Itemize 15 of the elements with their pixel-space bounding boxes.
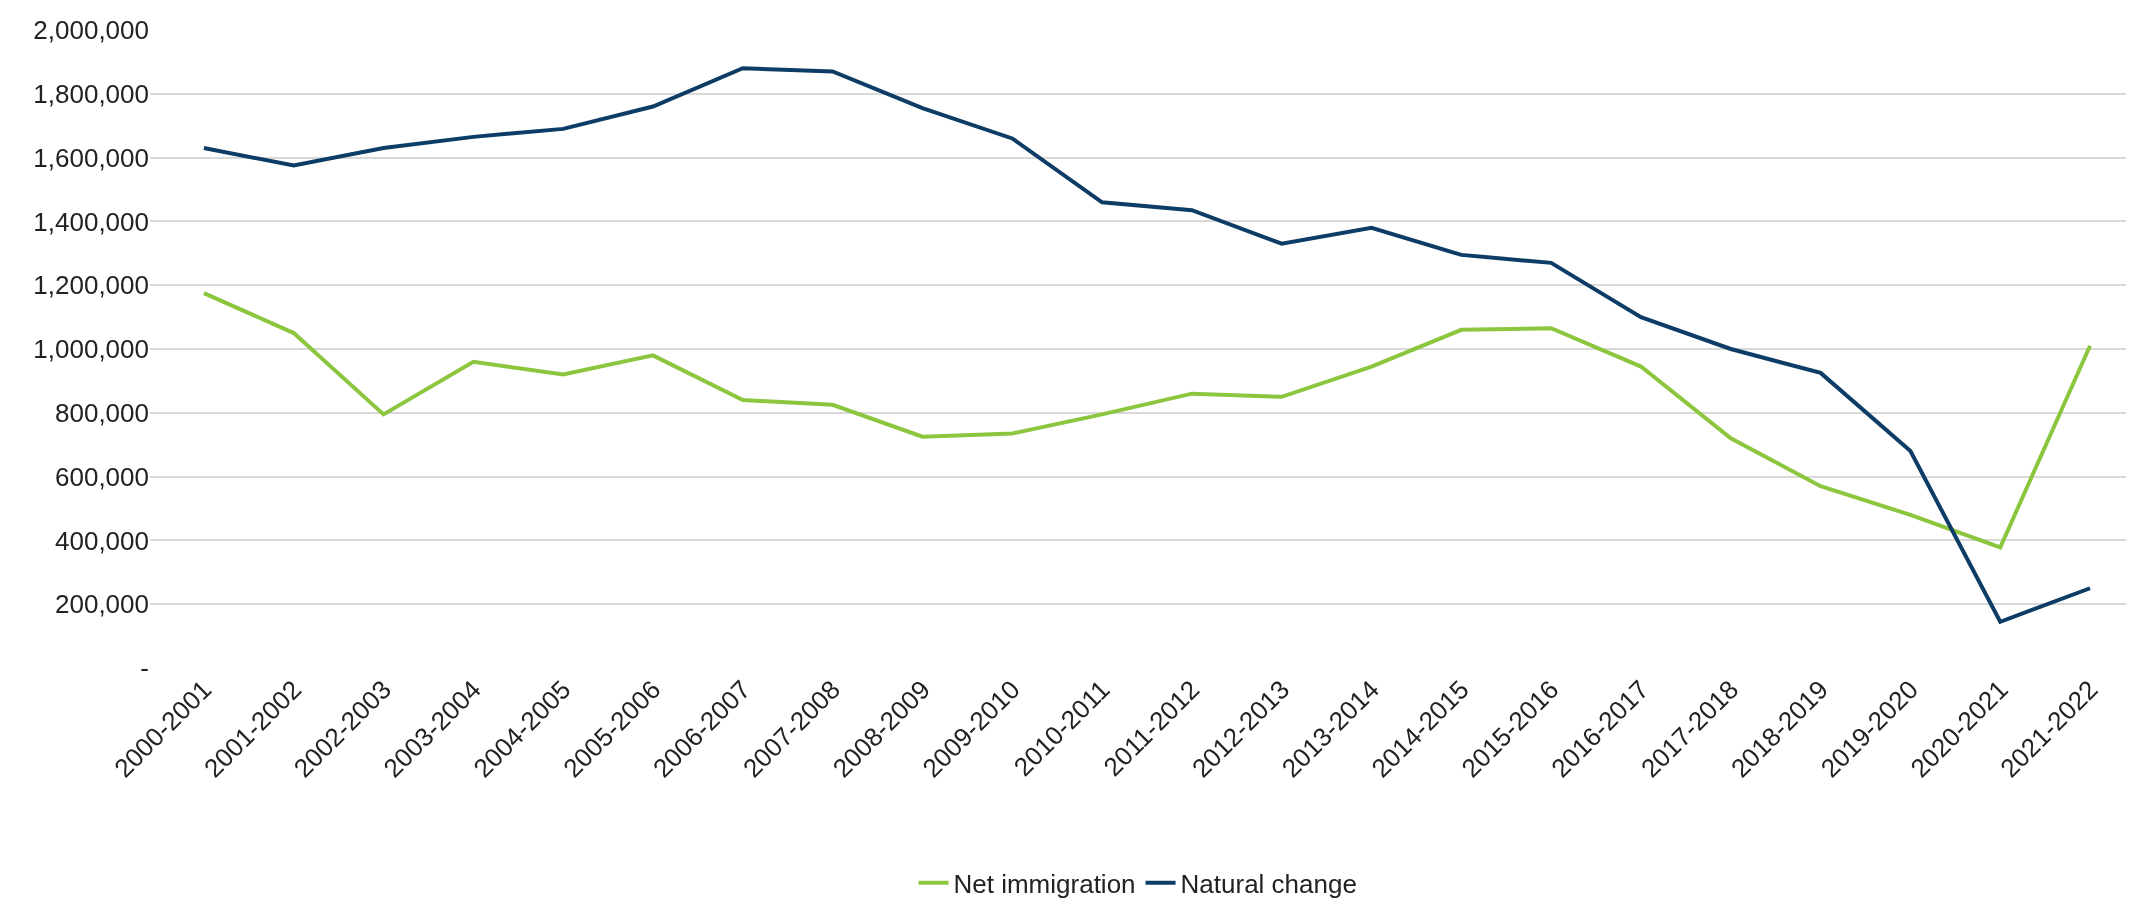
y-tick-label: 1,400,000 [33, 206, 149, 237]
y-tick-label: - [140, 653, 149, 684]
y-tick-label: 400,000 [55, 525, 149, 556]
y-tick-label: 2,000,000 [33, 15, 149, 46]
y-tick-label: 800,000 [55, 397, 149, 428]
legend-label: Natural change [1180, 868, 1357, 899]
y-tick-label: 200,000 [55, 589, 149, 620]
legend-label: Net immigration [953, 868, 1136, 899]
line-series [201, 291, 2093, 550]
y-tick-label: 1,000,000 [33, 334, 149, 365]
y-tick-label: 600,000 [55, 461, 149, 492]
line-series [201, 66, 2093, 624]
y-tick-label: 1,800,000 [33, 78, 149, 109]
y-tick-label: 1,200,000 [33, 270, 149, 301]
y-tick-label: 1,600,000 [33, 142, 149, 173]
